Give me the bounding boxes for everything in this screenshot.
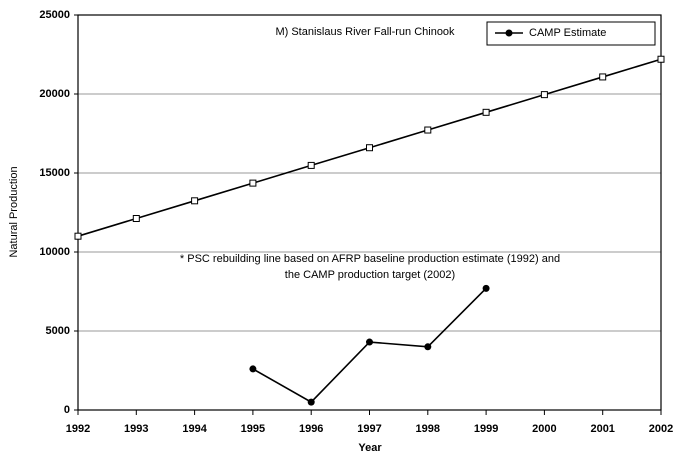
legend-box <box>486 21 656 46</box>
x-tick-label: 1994 <box>182 423 207 435</box>
data-point <box>307 398 315 406</box>
data-point <box>249 365 257 373</box>
x-tick-label: 1995 <box>241 423 265 435</box>
data-point <box>424 126 432 134</box>
data-point <box>424 343 432 351</box>
plot-frame <box>77 14 662 411</box>
chart-title: M) Stanislaus River Fall-run Chinook <box>275 26 455 38</box>
data-point <box>249 179 257 187</box>
data-point <box>540 91 548 99</box>
x-tick-label: 2001 <box>590 423 614 435</box>
x-tick-label: 2000 <box>532 423 556 435</box>
y-tick-label: 25000 <box>39 9 70 21</box>
y-tick-label: 5000 <box>46 325 70 337</box>
data-point <box>132 215 140 223</box>
annotation: * PSC rebuilding line based on AFRP base… <box>180 253 560 265</box>
y-tick-label: 0 <box>64 404 70 416</box>
x-tick-label: 2002 <box>649 423 673 435</box>
x-tick-label: 1992 <box>66 423 90 435</box>
data-point <box>366 338 373 346</box>
legend-label: CAMP Estimate <box>529 27 606 39</box>
data-point <box>366 144 373 152</box>
data-point <box>657 55 665 63</box>
x-tick-label: 1998 <box>416 423 440 435</box>
data-point <box>307 161 315 169</box>
data-point <box>482 108 490 116</box>
data-point <box>74 232 82 240</box>
data-point <box>599 73 607 81</box>
y-axis-label: Natural Production <box>8 166 20 257</box>
y-tick-label: 10000 <box>39 246 70 258</box>
legend-marker <box>505 29 513 37</box>
y-tick-label: 15000 <box>39 167 70 179</box>
data-point <box>191 197 199 205</box>
annotation: the CAMP production target (2002) <box>285 269 455 281</box>
data-point <box>482 284 490 292</box>
x-tick-label: 1997 <box>357 423 381 435</box>
x-tick-label: 1996 <box>299 423 323 435</box>
x-axis-label: Year <box>358 442 382 454</box>
y-tick-label: 20000 <box>39 88 70 100</box>
x-tick-label: 1999 <box>474 423 498 435</box>
x-tick-label: 1993 <box>124 423 148 435</box>
